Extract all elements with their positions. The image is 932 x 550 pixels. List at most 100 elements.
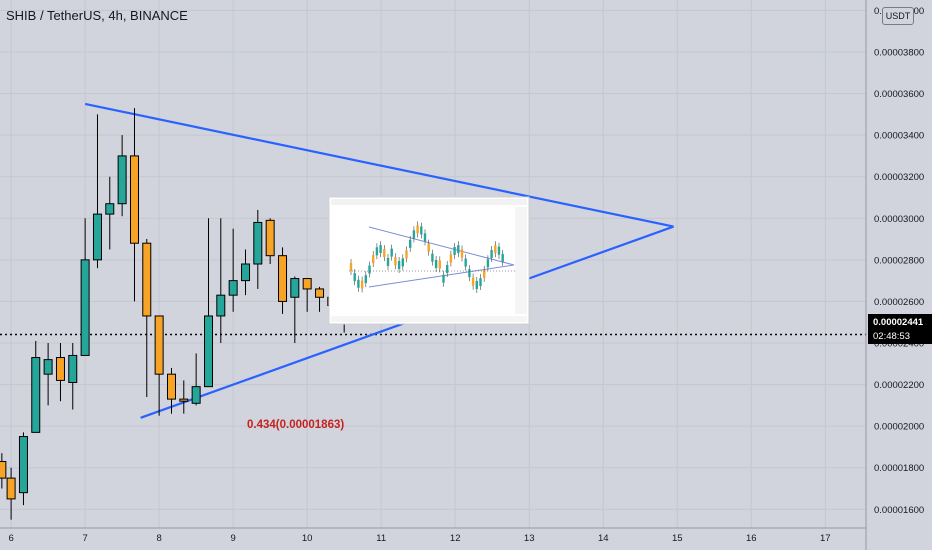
inset-candle-body	[471, 277, 475, 286]
candle-body	[228, 280, 238, 296]
time-tick-label: 9	[231, 533, 236, 544]
time-tick-label: 10	[302, 533, 313, 544]
inset-candle-body	[490, 249, 493, 258]
inset-candle-body	[397, 260, 401, 269]
time-tick-label: 16	[746, 533, 757, 544]
inset-candle-body	[401, 258, 404, 267]
inset-candle-body	[438, 260, 441, 269]
inset-candle-body	[494, 245, 497, 254]
inset-candle-body	[375, 247, 379, 256]
inset-candle-body	[357, 279, 360, 288]
inset-candle-body	[372, 255, 375, 264]
candle-body	[92, 213, 102, 261]
inset-candle-body	[416, 225, 419, 234]
candle-body	[290, 278, 300, 298]
inset-candle-body	[364, 275, 367, 284]
inset-candle-body	[368, 265, 371, 274]
inset-candle-body	[394, 257, 397, 266]
inset-candle-body	[434, 259, 438, 268]
candle-body	[105, 203, 115, 215]
candle-body	[6, 477, 16, 500]
inset-candle-body	[427, 243, 430, 252]
time-tick-label: 11	[376, 533, 386, 544]
price-axis-panel	[866, 0, 932, 550]
price-tick-label: 0.00002200	[874, 380, 924, 391]
inset-candle-body	[349, 263, 353, 271]
time-tick-label: 7	[82, 533, 87, 544]
candle-body	[179, 398, 189, 402]
inset-candle-body	[431, 253, 434, 262]
time-tick-label: 17	[820, 533, 831, 544]
inset-candle-body	[479, 278, 482, 287]
inset-candle-body	[453, 247, 456, 256]
inset-candle-body	[475, 280, 478, 289]
candle-body	[55, 357, 65, 381]
last-price-tag: 0.00002441 02:48:53	[868, 314, 932, 344]
candle-body	[204, 315, 214, 388]
inset-candle-body	[483, 269, 486, 278]
last-price-value: 0.00002441	[873, 317, 924, 328]
price-tick-label: 0.00001600	[874, 505, 924, 516]
inset-candle-body	[468, 269, 471, 278]
candle-body	[315, 288, 325, 298]
inset-candle-body	[409, 239, 412, 248]
inset-candle-body	[383, 249, 386, 258]
inset-candle-body	[420, 226, 423, 235]
inset-candle-body	[446, 264, 449, 273]
fib-annotation: 0.434(0.00001863)	[247, 419, 345, 431]
inset-trendline	[368, 264, 515, 288]
candle-body	[166, 373, 176, 400]
candle-body	[0, 460, 7, 479]
currency-badge[interactable]: USDT	[882, 7, 914, 25]
inset-candle-body	[353, 273, 356, 282]
inset-candle-body	[486, 259, 490, 268]
inset-candle-body	[442, 274, 445, 283]
bar-countdown: 02:48:53	[873, 331, 910, 342]
price-tick-label: 0.00003800	[874, 47, 924, 58]
inset-candle-body	[423, 233, 427, 242]
price-tick-label: 0.00002000	[874, 422, 924, 433]
candle-body	[191, 386, 201, 404]
price-tick-label: 0.00001800	[874, 463, 924, 474]
inset-candle-body	[390, 248, 393, 257]
inset-candle-body	[501, 253, 504, 262]
price-tick-label: 0.00003000	[874, 214, 924, 225]
inset-price-axis	[515, 207, 527, 314]
time-tick-label: 12	[450, 533, 461, 544]
time-tick-label: 8	[156, 533, 161, 544]
candle-body	[142, 242, 152, 317]
symbol-title: SHIB / TetherUS, 4h, BINANCE	[6, 8, 188, 23]
inset-candle-body	[449, 254, 453, 263]
inset-candle-body	[464, 258, 467, 267]
inset-candle-body	[379, 245, 382, 254]
inset-screenshot	[328, 196, 530, 325]
candle-body	[265, 219, 275, 257]
price-tick-label: 0.00002800	[874, 255, 924, 266]
candle-body	[154, 315, 164, 375]
inset-header-bar	[331, 199, 527, 205]
time-tick-label: 6	[8, 533, 13, 544]
candle-body	[43, 359, 53, 375]
price-tick-label: 0.00003200	[874, 172, 924, 183]
time-tick-label: 15	[672, 533, 683, 544]
candle-body	[278, 255, 288, 302]
candle-body	[31, 357, 41, 433]
price-tick-label: 0.00002600	[874, 297, 924, 308]
inset-candle-body	[405, 250, 408, 259]
candle-body	[18, 436, 28, 494]
inset-candle-body	[386, 257, 390, 266]
price-tick-label: 0.00003400	[874, 131, 924, 142]
candle-body	[129, 155, 139, 244]
inset-candle-body	[457, 245, 460, 254]
triangle-trendline	[84, 102, 674, 228]
inset-candle-body	[460, 249, 464, 258]
candle-body	[80, 259, 90, 356]
inset-candle-body	[497, 246, 501, 255]
candle-body	[302, 278, 312, 290]
candle-body	[253, 221, 263, 265]
candle-body	[241, 263, 251, 282]
inset-candle-body	[360, 280, 364, 289]
candle-body	[117, 155, 127, 205]
price-tick-label: 0.00003600	[874, 89, 924, 100]
